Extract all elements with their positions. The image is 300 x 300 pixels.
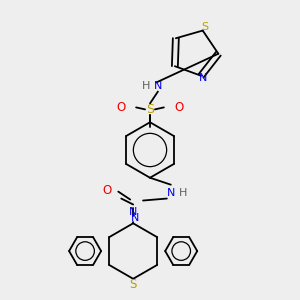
Text: H: H xyxy=(142,81,150,91)
Text: O: O xyxy=(103,184,112,197)
Text: N: N xyxy=(167,188,175,198)
Text: S: S xyxy=(201,22,208,32)
Text: O: O xyxy=(174,101,183,114)
Text: S: S xyxy=(130,278,137,291)
Text: S: S xyxy=(146,103,154,116)
Text: N: N xyxy=(199,73,207,83)
Text: O: O xyxy=(117,101,126,114)
Text: N: N xyxy=(129,207,137,218)
Text: N: N xyxy=(131,213,139,224)
Text: N: N xyxy=(154,81,162,91)
Text: H: H xyxy=(178,188,187,198)
